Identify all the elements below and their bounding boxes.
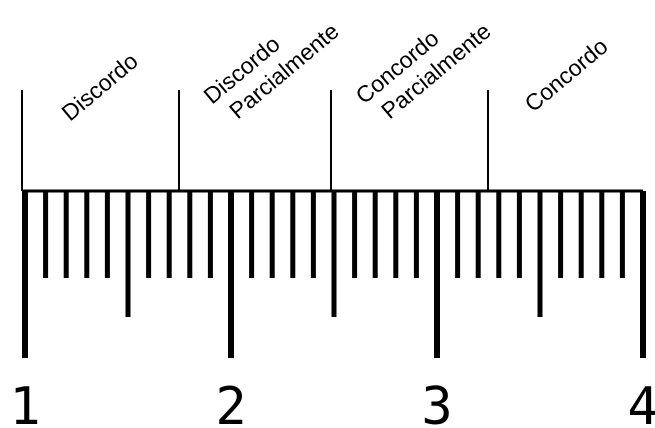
scale-number: 1	[9, 377, 40, 428]
scale-number: 4	[627, 377, 655, 428]
category-label-discordo: Discordo	[57, 48, 143, 126]
category-label-concordo-parcialmente: Concordo Parcialmente	[351, 0, 496, 130]
scale-number: 2	[215, 377, 246, 428]
category-line: Discordo	[57, 48, 143, 126]
tick-marks	[22, 191, 646, 358]
scale-numbers: 1 2 3 4	[9, 377, 655, 428]
category-label-discordo-parcialmente: Discordo Parcialmente	[199, 0, 344, 130]
scale-number: 3	[421, 377, 452, 428]
category-label-concordo: Concordo	[520, 33, 613, 117]
category-line: Concordo	[520, 33, 613, 117]
